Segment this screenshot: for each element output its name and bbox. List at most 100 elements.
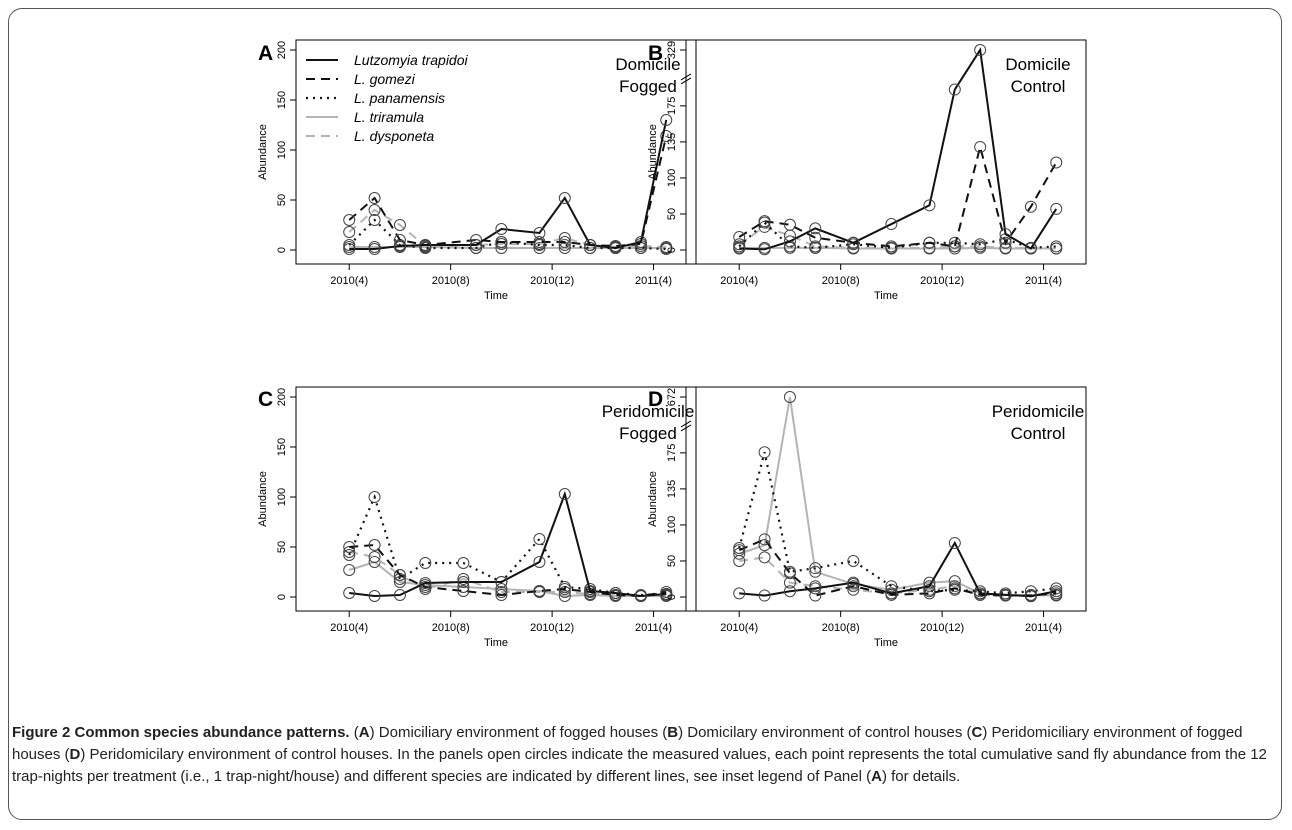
data-point [923, 236, 936, 249]
data-point [758, 551, 771, 564]
data-point [783, 218, 796, 231]
data-point [809, 582, 822, 595]
legend: Lutzomyia trapidoi L. gomezi L. panamensis… [306, 52, 469, 144]
data-point [783, 567, 796, 580]
data-point [584, 585, 597, 597]
data-point [419, 242, 432, 254]
y-tick-label: 150 [276, 91, 288, 109]
series-line [349, 119, 668, 250]
y-axis-label: Abundance [647, 471, 659, 527]
panel-title: Control [1011, 424, 1066, 443]
series-line [738, 225, 1057, 250]
y-tick-label: 175 [666, 97, 678, 115]
data-point [343, 587, 356, 599]
data-point [885, 240, 898, 253]
data-point [733, 231, 746, 244]
data-point [634, 236, 647, 248]
series-dashed-black [733, 533, 1063, 602]
data-point [885, 580, 898, 593]
panel-label: D [648, 388, 663, 411]
data-point [419, 581, 432, 593]
data-point [660, 130, 673, 142]
data-point [343, 239, 356, 251]
caption-segment: ) for details. [881, 768, 961, 785]
data-point [343, 214, 356, 226]
data-point [885, 587, 898, 600]
data-point [948, 536, 961, 549]
data-point [368, 192, 381, 204]
plot-box [685, 39, 1087, 265]
series-line [738, 143, 1058, 248]
data-point [660, 243, 673, 255]
data-point [809, 241, 822, 254]
data-point [847, 236, 860, 249]
y-axis-label: Abundance [257, 471, 269, 527]
data-point [1050, 240, 1063, 253]
data-point [495, 236, 508, 248]
data-point [660, 588, 673, 600]
x-tick-label: 2010(4) [720, 622, 758, 634]
caption-segment: A [871, 768, 882, 785]
data-point [1050, 585, 1063, 598]
y-tick-label: 175 [666, 444, 678, 462]
data-point [558, 583, 571, 595]
x-tick-label: 2010(12) [920, 622, 964, 634]
data-point [393, 240, 406, 252]
panel-title: Fogged [619, 77, 677, 96]
x-axis-label: Time [484, 290, 508, 302]
y-tick-label: 100 [666, 516, 678, 534]
series-solid-gray [733, 391, 1063, 602]
figure-chart: A 0 50 100 150 200 Abundance 2010(4) 2010(8) 2010… [257, 39, 1087, 649]
series-dashed-black [343, 130, 673, 252]
data-point [368, 590, 381, 602]
series-solid-black [343, 114, 673, 255]
data-point [783, 585, 796, 598]
series-dotted-black [343, 491, 673, 601]
data-point [533, 533, 546, 545]
data-point [533, 556, 546, 568]
data-point [809, 562, 822, 575]
data-point [533, 236, 546, 248]
data-point [558, 488, 571, 500]
caption-segment: ( [349, 724, 359, 741]
panel-title: Peridomicile [992, 402, 1085, 421]
y-axis-label: Abundance [647, 124, 659, 180]
y-tick-label: 0 [666, 247, 678, 253]
data-point [634, 590, 647, 602]
data-point [999, 236, 1012, 249]
y-tick-label: 0 [276, 594, 288, 600]
y-tick-label: 135 [666, 480, 678, 498]
data-point [343, 226, 356, 238]
data-point [343, 549, 356, 561]
data-point [1050, 156, 1063, 169]
data-point [783, 235, 796, 248]
data-point [558, 232, 571, 244]
plot-box [685, 386, 1087, 612]
data-point [419, 577, 432, 589]
axis-break-mark [680, 73, 692, 81]
caption-segment: A [358, 724, 370, 741]
data-point [457, 585, 470, 597]
data-point [533, 242, 546, 254]
data-point [758, 215, 771, 228]
panel-label: C [258, 388, 273, 411]
data-point [733, 547, 746, 560]
data-point [885, 218, 898, 231]
data-point [457, 576, 470, 588]
data-point [783, 391, 796, 403]
figure-caption: Figure 2 Common species abundance patter… [12, 722, 1274, 788]
y-tick-label: 50 [666, 208, 678, 220]
x-axis-label: Time [484, 637, 508, 649]
y-tick-label: 672 [666, 388, 678, 406]
y-tick-label: 0 [666, 594, 678, 600]
data-point [470, 239, 483, 251]
data-point [368, 491, 381, 503]
figure-frame [8, 8, 1282, 820]
caption-segment: B [667, 724, 679, 741]
series-line [738, 396, 1057, 597]
data-point [999, 588, 1012, 601]
data-point [948, 236, 961, 249]
data-point [974, 238, 987, 251]
data-point [809, 589, 822, 602]
series-line [739, 540, 1057, 598]
